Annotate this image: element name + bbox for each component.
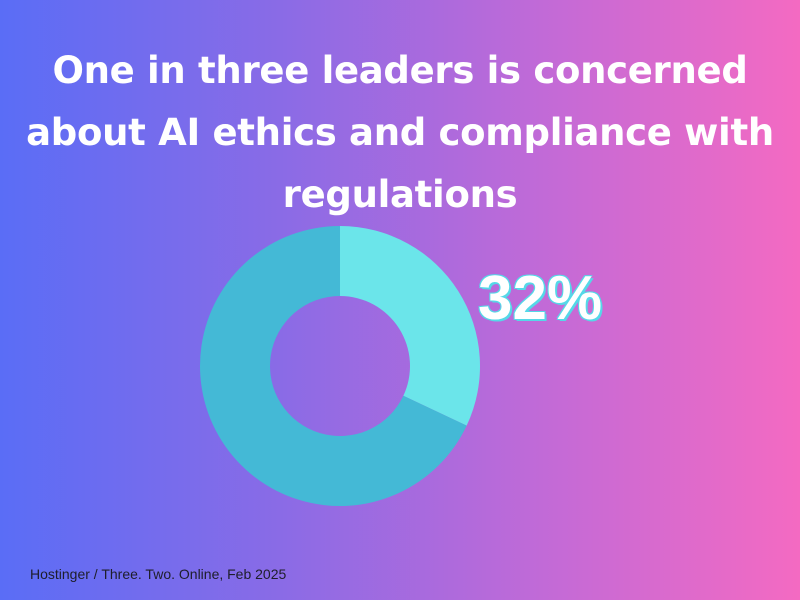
donut-chart [200,226,480,506]
slice-concerned [340,226,480,426]
chart-title: One in three leaders is concerned about … [26,49,774,216]
slice-other [200,226,467,506]
source-note: Hostinger / Three. Two. Online, Feb 2025 [30,566,287,582]
value-label-concerned: 32% [478,264,603,333]
